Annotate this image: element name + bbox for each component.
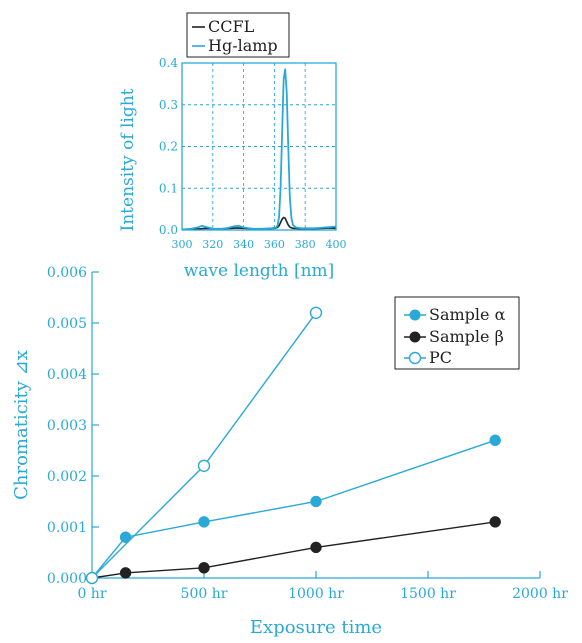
spectrum-legend: CCFL Hg-lamp	[186, 12, 290, 58]
main-x-tick-label: 0 hr	[77, 586, 106, 602]
main-y-tick-label: 0.003	[47, 418, 87, 434]
main-x-tick-labels: 0 hr 500 hr 1000 hr 1500 hr 2000 hr	[77, 586, 568, 602]
spectrum-x-tick-label: 320	[202, 238, 223, 251]
main-x-axis-title: Exposure time	[250, 617, 382, 638]
spectrum-y-tick-label: 0.4	[159, 56, 178, 70]
data-point-pc	[85, 571, 99, 585]
main-legend: Sample α Sample β PC	[394, 296, 520, 370]
main-y-tick-label: 0.000	[47, 571, 87, 587]
main-y-tick-label: 0.001	[47, 520, 87, 536]
main-y-tick-label: 0.006	[47, 265, 87, 281]
data-point-sample-alpha	[198, 516, 210, 528]
main-series-markers	[85, 306, 501, 585]
data-point-sample-alpha	[119, 531, 132, 543]
legend-swatch-sample-beta-marker	[409, 331, 421, 343]
spectrum-series-line-hg-lamp	[181, 68, 337, 231]
spectrum-y-tick-label: 0.3	[159, 98, 178, 112]
legend-label-sample-alpha: Sample α	[429, 305, 506, 324]
main-y-axis-title: Chromaticity ⊿x	[11, 350, 32, 500]
series-line-sample-beta	[91, 521, 496, 579]
spectrum-x-tick-label: 340	[233, 238, 254, 251]
spectrum-grid	[182, 63, 336, 230]
spectrum-legend-box	[186, 12, 290, 58]
spectrum-x-tick-labels: 300 320 340 360 380 400	[172, 238, 347, 251]
legend-label-ccfl: CCFL	[208, 17, 255, 36]
data-point-pc	[197, 459, 211, 472]
main-x-tick-label: 1000 hr	[288, 586, 344, 602]
spectrum-plot-frame	[181, 62, 337, 231]
series-line-sample-alpha	[91, 439, 496, 579]
data-point-sample-beta	[310, 541, 322, 554]
spectrum-series	[181, 68, 337, 231]
data-point-sample-beta	[489, 516, 501, 528]
legend-label-sample-beta: Sample β	[429, 327, 504, 346]
spectrum-x-tick-label: 360	[264, 238, 285, 251]
legend-label-hg-lamp: Hg-lamp	[208, 36, 278, 55]
main-y-tick-labels: 0.000 0.001 0.002 0.003 0.004 0.005 0.006	[47, 265, 87, 587]
spectrum-x-tick-label: 400	[326, 238, 347, 251]
spectrum-y-tick-label: 0.2	[159, 140, 178, 154]
main-y-tick-label: 0.005	[47, 316, 87, 332]
data-point-sample-beta	[198, 562, 210, 574]
data-point-sample-alpha	[310, 495, 322, 508]
legend-label-pc: PC	[429, 348, 452, 367]
spectrum-y-axis-title: Intensity of light	[118, 88, 138, 231]
chromaticity-chart: 0 hr 500 hr 1000 hr 1500 hr 2000 hr 0.0000.0…	[11, 265, 568, 638]
data-point-sample-alpha	[489, 434, 501, 447]
main-y-tick-label: 0.002	[47, 469, 87, 485]
spectrum-x-axis-title: wave length [nm]	[184, 261, 335, 281]
main-y-tick-label: 0.004	[47, 367, 87, 383]
legend-swatch-sample-alpha-marker	[409, 309, 421, 321]
spectrum-y-tick-labels: 0.0 0.1 0.2 0.3 0.4	[159, 56, 178, 237]
spectrum-x-tick-label: 380	[295, 238, 316, 251]
spectrum-y-tick-label: 0.1	[159, 181, 178, 195]
spectrum-x-tick-label: 300	[172, 238, 193, 251]
main-x-tick-label: 500 hr	[181, 586, 228, 602]
data-point-pc	[309, 306, 323, 319]
spectrum-y-tick-label: 0.0	[159, 223, 178, 237]
legend-swatch-pc-marker	[408, 351, 422, 365]
spectrum-chart: CCFL Hg-lamp 300 320 340 360 380 400 0.00.10.…	[118, 12, 347, 281]
main-x-tick-label: 2000 hr	[512, 586, 568, 602]
main-x-tick-label: 1500 hr	[400, 586, 456, 602]
data-point-sample-beta	[119, 567, 132, 579]
